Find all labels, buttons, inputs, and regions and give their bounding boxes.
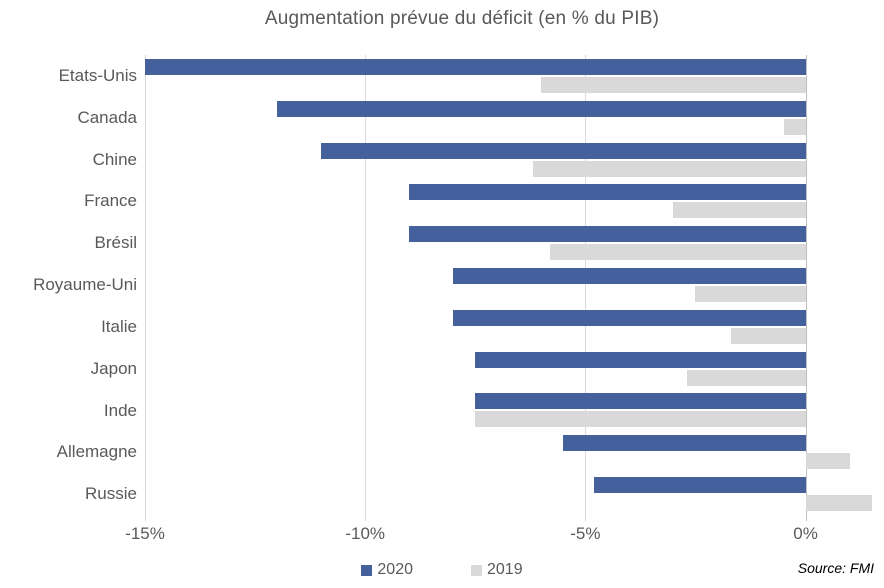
gridline-15 [145, 55, 146, 521]
x-tick-label-5: -5% [570, 524, 601, 543]
bar-2020-etats-unis [145, 58, 806, 75]
bar-2019-chine [532, 160, 806, 177]
legend-item-2019: 2019 [471, 561, 523, 579]
bar-row-japon [145, 348, 876, 390]
bar-2020-royaume-uni [453, 267, 806, 284]
bar-row-chine [145, 139, 876, 181]
category-labels: Etats-Unis Canada Chine France Brésil Royaume… [0, 55, 137, 515]
x-tick-label-0: 0% [793, 524, 818, 543]
legend-swatch-2019 [471, 564, 482, 576]
legend-swatch-2020 [361, 564, 373, 576]
legend-item-2020: 2020 [361, 561, 413, 579]
category-label-italie: Italie [101, 316, 137, 336]
category-label-allemagne: Allemagne [56, 442, 137, 462]
chart-title: Augmentation prévue du déficit (en % du … [264, 8, 660, 29]
bar-row-inde [145, 390, 876, 432]
legend-label-2019: 2019 [487, 561, 523, 578]
category-label-russie: Russie [85, 484, 137, 504]
x-axis: -15% -10% -5% 0% [125, 524, 876, 548]
legend: 2020 2019 [0, 558, 884, 582]
bar-2020-bresil [409, 226, 806, 243]
bar-2019-canada [783, 118, 806, 135]
bar-row-canada [145, 97, 876, 139]
bar-2019-allemagne [805, 453, 850, 470]
bar-2020-inde [475, 393, 806, 410]
category-label-canada: Canada [77, 107, 137, 127]
bar-2020-russie [594, 477, 806, 494]
x-tick-label-10: -10% [345, 524, 386, 543]
category-label-france: France [84, 191, 137, 211]
bar-2019-france [673, 202, 806, 219]
bar-row-royaume-uni [145, 264, 876, 306]
plot-area [145, 55, 876, 521]
source-note: Source: FMI [797, 560, 874, 576]
category-label-etats-unis: Etats-Unis [58, 66, 137, 85]
bar-row-allemagne [145, 431, 876, 473]
bar-2020-italie [453, 309, 806, 326]
category-label-japon: Japon [90, 358, 137, 378]
gridline-5 [585, 55, 587, 521]
bar-row-russie [145, 473, 876, 515]
bar-2020-canada [277, 100, 806, 117]
bar-2019-inde [475, 411, 806, 428]
category-label-chine: Chine [92, 149, 137, 169]
chart-footer: 2020 2019 Source: FMI [0, 558, 884, 582]
gridline-10 [365, 55, 367, 521]
bar-row-bresil [145, 222, 876, 264]
category-label-royaume-uni: Royaume-Uni [33, 275, 137, 295]
bar-2020-japon [475, 351, 806, 368]
bar-2019-italie [730, 327, 806, 344]
bar-2020-france [409, 184, 806, 201]
bar-row-italie [145, 306, 876, 348]
bar-row-france [145, 180, 876, 222]
gridline-0 [805, 55, 807, 521]
bar-2019-etats-unis [541, 76, 806, 93]
bar-row-etats-unis [145, 55, 876, 97]
category-label-bresil: Brésil [94, 233, 137, 253]
bar-2020-chine [321, 142, 806, 159]
legend-label-2020: 2020 [377, 561, 413, 578]
category-label-inde: Inde [103, 400, 137, 420]
bar-2020-allemagne [563, 435, 806, 452]
bar-2019-royaume-uni [695, 285, 806, 302]
bar-2019-japon [686, 369, 806, 386]
bar-2019-bresil [550, 244, 806, 261]
x-tick-label-15: -15% [125, 524, 165, 543]
bar-2019-russie [805, 495, 872, 512]
